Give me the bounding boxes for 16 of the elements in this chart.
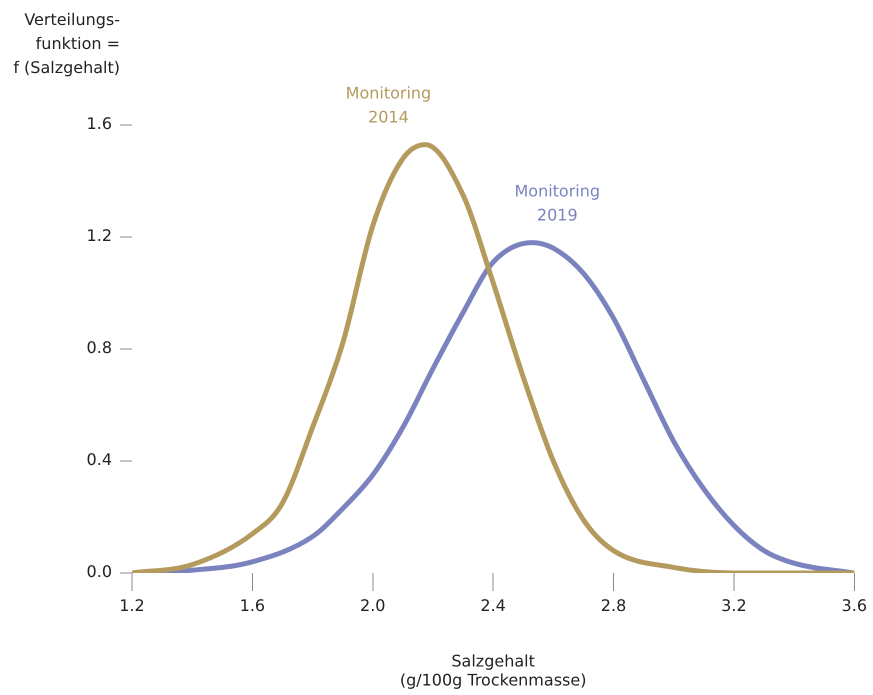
y-tick-label: 0.0 (86, 562, 112, 582)
x-tick-label: 3.6 (842, 596, 868, 615)
y-tick-label: 0.4 (86, 450, 112, 470)
x-tick-label: 1.6 (240, 596, 266, 615)
x-tick-label: 2.8 (600, 596, 626, 615)
y-tick-label: 1.2 (86, 226, 112, 246)
y-tick-label: 0.8 (86, 338, 112, 358)
y-axis-title: Verteilungs- funktion = f (Salzgehalt) (13, 9, 120, 79)
series-label: Monitoring 2014 (346, 84, 432, 127)
x-tick-label: 1.2 (119, 596, 145, 615)
y-tick-label: 1.6 (86, 114, 112, 134)
x-tick-label: 2.0 (360, 596, 386, 615)
x-tick-label: 2.4 (480, 596, 506, 615)
x-tick-label: 3.2 (721, 596, 747, 615)
series-label: Monitoring 2019 (514, 182, 600, 225)
x-axis-title: Salzgehalt (g/100g Trockenmasse) (400, 651, 586, 690)
